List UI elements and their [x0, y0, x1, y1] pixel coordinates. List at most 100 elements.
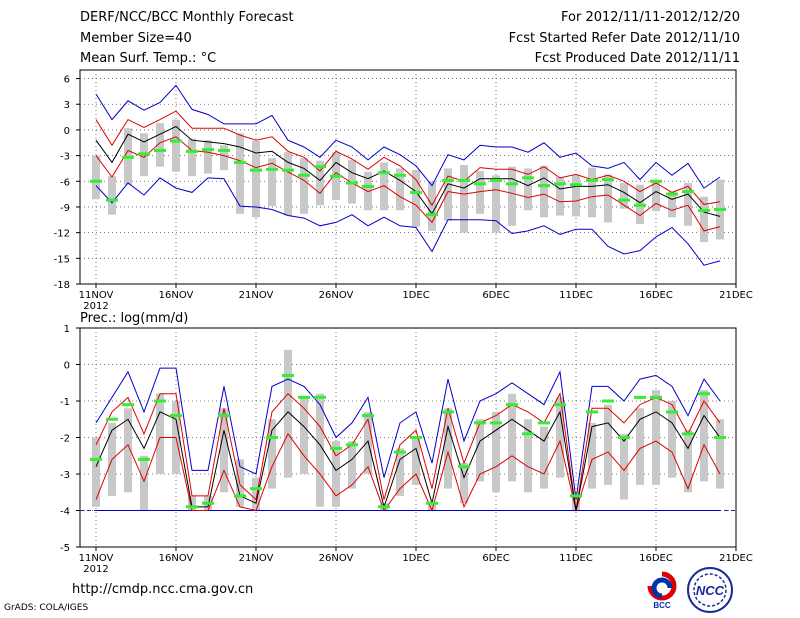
box-bar — [684, 430, 692, 493]
y-tick-label: -1 — [60, 397, 70, 408]
box-bar — [396, 448, 404, 496]
x-tick-label: 26NOV — [319, 290, 354, 301]
median-marker — [634, 203, 646, 207]
box-bar — [284, 152, 292, 216]
median-marker — [442, 410, 454, 414]
y-tick-label: -12 — [54, 229, 70, 240]
box-bar — [140, 455, 148, 511]
median-marker — [378, 505, 390, 509]
median-marker — [154, 148, 166, 152]
series-upper-line — [95, 392, 721, 511]
box-bar — [492, 411, 500, 493]
median-marker — [442, 178, 454, 182]
box-bar — [540, 165, 548, 218]
box-bar — [444, 168, 452, 221]
median-marker — [682, 432, 694, 436]
median-marker — [538, 184, 550, 188]
median-marker — [282, 168, 294, 172]
median-marker — [698, 392, 710, 396]
median-marker — [490, 178, 502, 182]
median-marker — [506, 182, 518, 186]
x-tick-label: 21DEC — [719, 553, 753, 564]
box-bar — [236, 133, 244, 214]
y-tick-label: -5 — [60, 543, 70, 554]
x-tick-label: 21NOV — [239, 553, 274, 564]
box-bar — [204, 140, 212, 174]
x-tick-label: 21DEC — [719, 290, 753, 301]
footer-url[interactable]: http://cmdp.ncc.cma.gov.cn — [72, 582, 254, 597]
y-tick-label: -18 — [54, 280, 70, 291]
box-bar — [332, 441, 340, 507]
y-tick-label: -9 — [60, 203, 70, 214]
median-marker — [250, 168, 262, 172]
median-marker — [522, 176, 534, 180]
median-marker — [458, 465, 470, 469]
box-bar — [92, 437, 100, 507]
x-tick-label: 1DEC — [402, 553, 429, 564]
median-marker — [490, 421, 502, 425]
median-marker — [266, 167, 278, 171]
box-bar — [92, 155, 100, 200]
box-bar — [524, 168, 532, 211]
box-bar — [380, 162, 388, 211]
y-tick-label: -3 — [60, 152, 70, 163]
x-tick-label: 11NOV — [79, 290, 114, 301]
box-bar — [588, 422, 596, 489]
median-marker — [426, 213, 438, 217]
y-tick-label: 0 — [64, 361, 70, 372]
box-bar — [668, 191, 676, 218]
median-marker — [330, 174, 342, 178]
median-marker — [138, 457, 150, 461]
box-bar — [620, 182, 628, 209]
median-marker — [586, 410, 598, 414]
box-bar — [716, 419, 724, 489]
box-bar — [428, 503, 436, 511]
median-marker — [570, 494, 582, 498]
box-bar — [636, 408, 644, 485]
median-marker — [570, 183, 582, 187]
box-bar — [476, 171, 484, 214]
median-marker — [170, 139, 182, 143]
box-bar — [476, 419, 484, 482]
box-bar — [508, 393, 516, 482]
y-tick-label: 0 — [64, 126, 70, 137]
median-marker — [650, 395, 662, 399]
box-bar — [412, 170, 420, 227]
median-marker — [314, 395, 326, 399]
median-marker — [698, 208, 710, 212]
x-tick-label: 11DEC — [559, 553, 593, 564]
x-tick-label: 6DEC — [482, 290, 509, 301]
x-tick-label: 21NOV — [239, 290, 274, 301]
x-tick-sublabel: 2012 — [83, 301, 108, 312]
median-marker — [122, 155, 134, 159]
median-marker — [202, 148, 214, 152]
series-max-line — [95, 84, 721, 189]
box-bar — [556, 397, 564, 478]
median-marker — [602, 399, 614, 403]
y-tick-label: -4 — [60, 507, 70, 518]
ncc-logo: NCC — [687, 567, 733, 613]
y-tick-label: -6 — [60, 177, 70, 188]
box-bar — [444, 408, 452, 489]
refer-date: Fcst Started Refer Date 2012/11/10 — [508, 30, 740, 46]
median-marker — [602, 178, 614, 182]
median-marker — [506, 403, 518, 407]
median-marker — [474, 421, 486, 425]
median-marker — [522, 432, 534, 436]
box-bar — [700, 196, 708, 243]
x-tick-label: 1DEC — [402, 290, 429, 301]
box-bar — [620, 433, 628, 500]
median-marker — [234, 494, 246, 498]
x-tick-label: 16NOV — [159, 553, 194, 564]
series-mean-line — [95, 125, 721, 217]
x-tick-label: 26NOV — [319, 553, 354, 564]
median-marker — [410, 190, 422, 194]
y-tick-label: -15 — [54, 254, 70, 265]
series-upper-line — [95, 110, 721, 207]
box-bar — [300, 158, 308, 214]
y-tick-label: -2 — [60, 434, 70, 445]
member-size: Member Size=40 — [80, 30, 192, 46]
box-bar — [156, 123, 164, 167]
